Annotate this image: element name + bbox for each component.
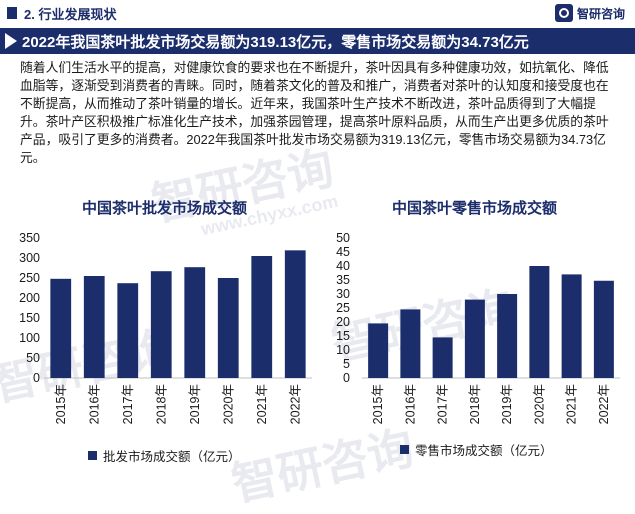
- legend-swatch: [88, 451, 97, 460]
- right-chart-title: 中国茶叶零售市场成交额: [392, 200, 558, 217]
- x-tick-label: 2021年: [565, 384, 579, 424]
- section-heading: 2. 行业发展现状: [24, 7, 117, 22]
- bar: [593, 280, 614, 378]
- y-tick-label: 150: [19, 311, 40, 325]
- legend-swatch: [400, 445, 409, 454]
- y-tick-label: 250: [19, 271, 40, 285]
- x-tick-label: 2017年: [436, 384, 450, 424]
- bar: [529, 266, 550, 378]
- y-tick-label: 15: [336, 329, 350, 343]
- x-tick-label: 2019年: [188, 384, 202, 424]
- right-chart-legend: 零售市场成交额（亿元）: [400, 440, 553, 459]
- bar: [400, 309, 421, 378]
- bar: [117, 283, 139, 378]
- legend-label: 批发市场成交额（亿元）: [103, 450, 241, 464]
- chevron-right-icon: [5, 33, 17, 49]
- bar: [561, 274, 582, 378]
- bar: [464, 299, 485, 378]
- logo-text: 智研咨询: [576, 6, 625, 21]
- x-tick-label: 2015年: [371, 384, 385, 424]
- bar: [432, 337, 453, 378]
- left-chart-legend: 批发市场成交额（亿元）: [88, 446, 241, 465]
- bar: [251, 256, 273, 378]
- x-tick-label: 2022年: [597, 384, 611, 424]
- x-tick-label: 2016年: [403, 384, 417, 424]
- y-tick-label: 20: [336, 315, 350, 329]
- y-tick-label: 30: [336, 287, 350, 301]
- y-tick-label: 25: [336, 301, 350, 315]
- y-tick-label: 200: [19, 291, 40, 305]
- bar: [184, 267, 206, 378]
- y-tick-label: 300: [19, 251, 40, 265]
- bar: [83, 276, 105, 378]
- bar: [217, 278, 239, 378]
- bar: [50, 278, 72, 378]
- section-marker: [7, 7, 17, 19]
- y-tick-label: 50: [336, 231, 350, 245]
- headline-title: 2022年我国茶叶批发市场交易额为319.13亿元，零售市场交易额为34.73亿…: [22, 34, 529, 51]
- x-tick-label: 2018年: [154, 384, 168, 424]
- y-tick-label: 100: [19, 331, 40, 345]
- legend-label: 零售市场成交额（亿元）: [415, 444, 553, 458]
- x-tick-label: 2016年: [87, 384, 101, 424]
- left-chart-title: 中国茶叶批发市场成交额: [82, 200, 248, 217]
- bar: [284, 250, 306, 378]
- y-tick-label: 45: [336, 245, 350, 259]
- brand-logo: 智研咨询: [554, 3, 625, 23]
- x-tick-label: 2020年: [221, 384, 235, 424]
- x-tick-label: 2021年: [255, 384, 269, 424]
- y-tick-label: 35: [336, 273, 350, 287]
- x-tick-label: 2020年: [532, 384, 546, 424]
- x-tick-label: 2017年: [121, 384, 135, 424]
- y-tick-label: 50: [26, 351, 40, 365]
- top-header: 2. 行业发展现状 智研咨询: [0, 0, 635, 26]
- headline-banner: 2022年我国茶叶批发市场交易额为319.13亿元，零售市场交易额为34.73亿…: [0, 28, 635, 54]
- logo-icon: [554, 4, 573, 22]
- bar: [368, 323, 389, 378]
- bar: [497, 294, 518, 378]
- y-tick-label: 40: [336, 259, 350, 273]
- x-tick-label: 2015年: [54, 384, 68, 424]
- y-tick-label: 10: [336, 343, 350, 357]
- y-tick-label: 350: [19, 231, 40, 245]
- x-tick-label: 2019年: [500, 384, 514, 424]
- x-tick-label: 2018年: [468, 384, 482, 424]
- y-tick-label: 0: [343, 371, 350, 385]
- bar: [150, 271, 172, 378]
- y-tick-label: 0: [33, 371, 40, 385]
- body-paragraph: 随着人们生活水平的提高，对健康饮食的要求也在不断提升，茶叶因具有多种健康功效，如…: [20, 60, 609, 165]
- x-tick-label: 2022年: [288, 384, 302, 424]
- y-tick-label: 5: [343, 357, 350, 371]
